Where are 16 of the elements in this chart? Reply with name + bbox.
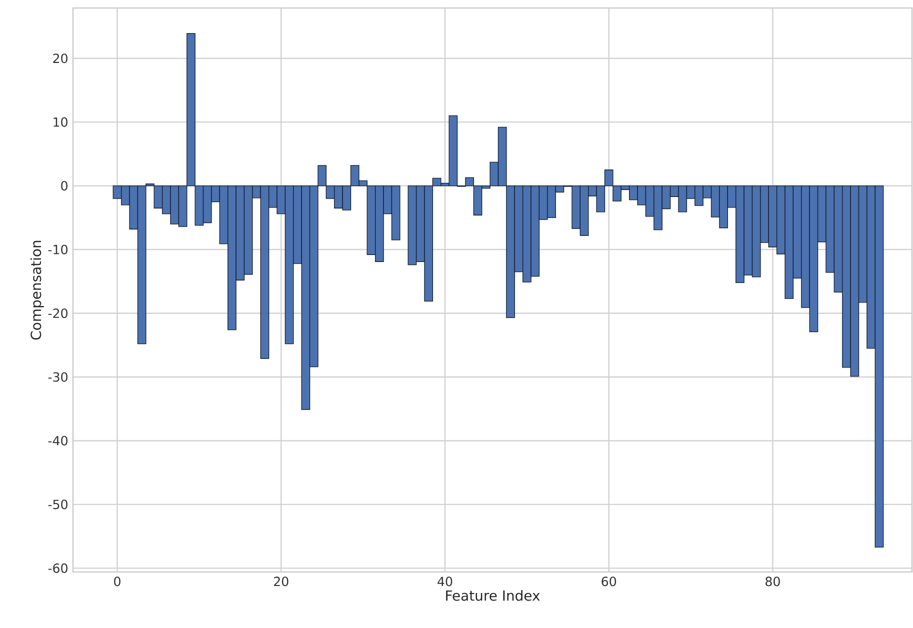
y-tick-label: 20 bbox=[53, 54, 68, 64]
x-tick-label: 0 bbox=[114, 576, 120, 586]
y-tick-label: -40 bbox=[48, 436, 68, 446]
y-tick-label: -20 bbox=[48, 308, 68, 318]
x-tick-label: 20 bbox=[274, 576, 288, 586]
y-tick-label: -10 bbox=[48, 244, 68, 254]
x-axis-title: Feature Index bbox=[446, 590, 540, 601]
x-tick-label: 80 bbox=[766, 576, 780, 586]
y-tick-label: -30 bbox=[48, 372, 68, 382]
y-axis-title: Compensation bbox=[30, 240, 44, 340]
y-tick-label: -50 bbox=[48, 500, 68, 510]
y-tick-label: 10 bbox=[54, 117, 68, 127]
x-tick-label: 60 bbox=[602, 576, 616, 586]
y-tick-label: -60 bbox=[48, 563, 68, 573]
x-tick-label: 40 bbox=[438, 576, 452, 586]
y-tick-label: 0 bbox=[61, 181, 68, 191]
